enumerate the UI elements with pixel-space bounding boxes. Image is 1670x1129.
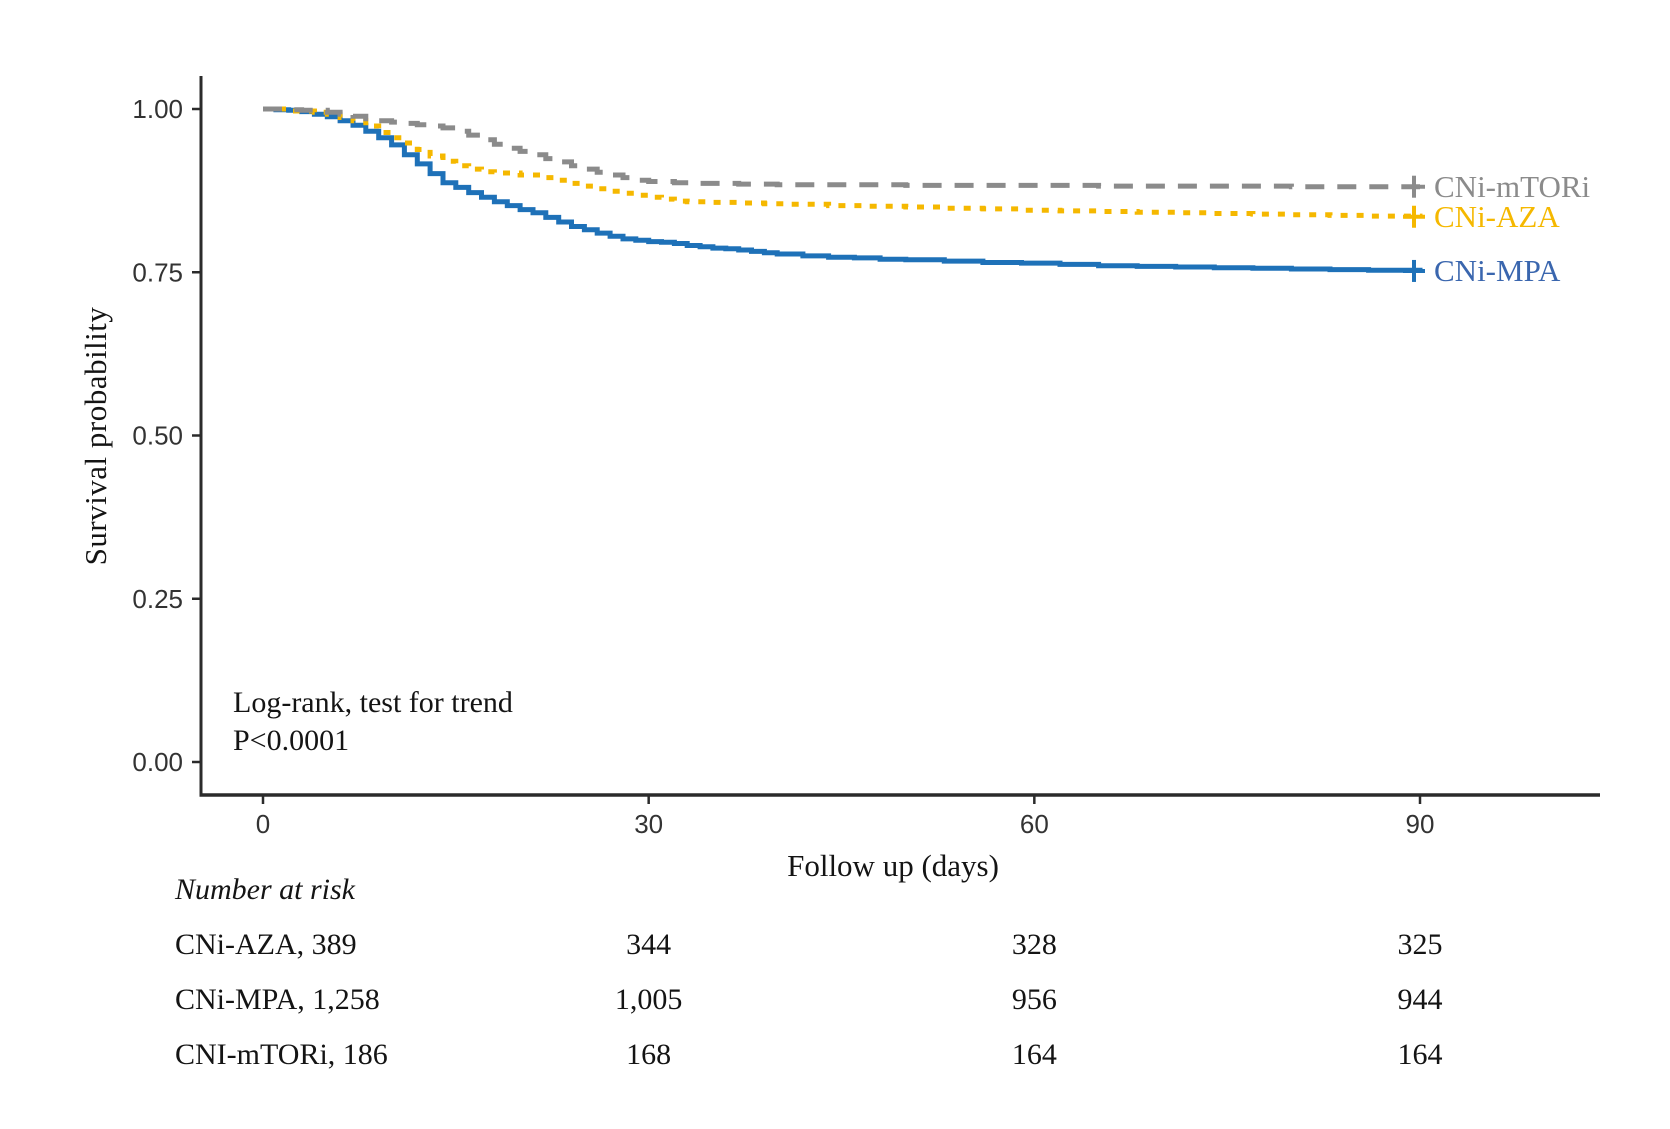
stat-annotation: Log-rank, test for trend P<0.0001 xyxy=(233,684,513,760)
risk-cell: 956 xyxy=(1011,983,1057,1016)
x-tick-label: 60 xyxy=(1020,809,1049,839)
x-tick-label: 30 xyxy=(634,809,663,839)
series-line-cni-aza xyxy=(263,106,1423,219)
y-tick-label: 0.75 xyxy=(132,257,183,287)
legend-label-cni-mpa: CNi-MPA xyxy=(1434,252,1561,288)
x-tick-label: 90 xyxy=(1406,809,1435,839)
legend-label-cni-aza: CNi-AZA xyxy=(1434,198,1560,234)
risk-cell: 944 xyxy=(1397,983,1443,1016)
stat-annotation-line2: P<0.0001 xyxy=(233,724,350,757)
series-line-cni-mpa xyxy=(263,106,1423,273)
y-tick-label: 0.25 xyxy=(132,584,183,614)
risk-cell: 164 xyxy=(1397,1038,1443,1071)
series-line-cni-mtori xyxy=(263,106,1420,190)
risk-row-label: CNi-AZA, 389 xyxy=(175,928,357,961)
y-tick-label: 1.00 xyxy=(132,94,183,124)
risk-cell: 328 xyxy=(1011,928,1057,961)
x-tick-label: 0 xyxy=(256,809,270,839)
stat-annotation-line1: Log-rank, test for trend xyxy=(233,686,513,719)
legend-label-cni-mtori: CNi-mTORi xyxy=(1434,168,1591,204)
risk-table-title: Number at risk xyxy=(175,873,355,906)
risk-cell: 325 xyxy=(1397,928,1443,961)
risk-row-label: CNI-mTORi, 186 xyxy=(175,1038,388,1071)
risk-row-label: CNi-MPA, 1,258 xyxy=(175,983,380,1016)
risk-cell: 164 xyxy=(1011,1038,1057,1071)
risk-cell: 1,005 xyxy=(614,983,683,1016)
y-tick-label: 0.00 xyxy=(132,747,183,777)
risk-cell: 168 xyxy=(626,1038,672,1071)
x-axis-title: Follow up (days) xyxy=(787,848,999,883)
y-axis-title: Survival probability xyxy=(78,306,113,566)
risk-cell: 344 xyxy=(626,928,672,961)
y-tick-label: 0.50 xyxy=(132,421,183,451)
